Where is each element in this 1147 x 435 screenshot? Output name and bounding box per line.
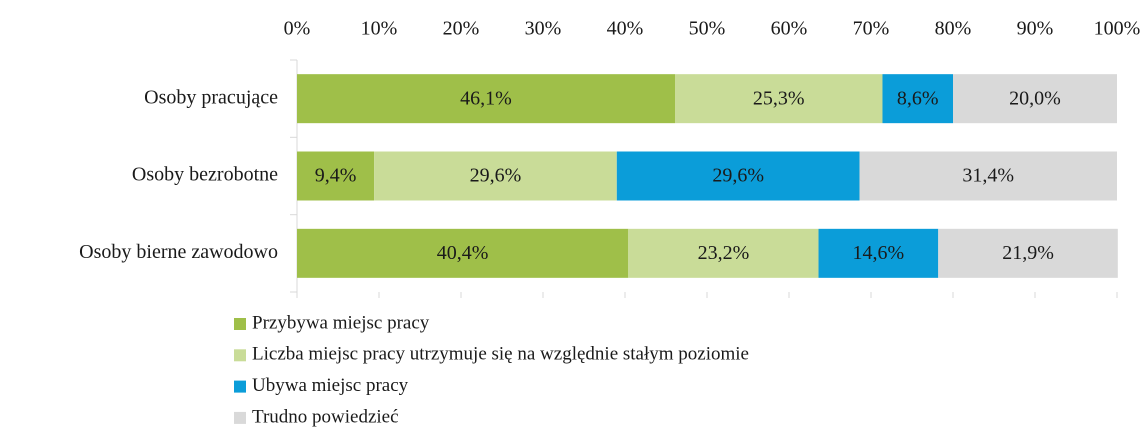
- value-label: 21,9%: [1002, 242, 1054, 264]
- legend-swatch: [234, 318, 246, 330]
- value-label: 46,1%: [460, 87, 512, 109]
- value-label: 25,3%: [753, 87, 805, 109]
- category-label: Osoby pracujące: [144, 86, 278, 108]
- bar-segment: [859, 151, 1117, 201]
- value-label: 8,6%: [897, 87, 939, 109]
- legend-swatch: [234, 411, 246, 424]
- x-tick-label: 20%: [443, 18, 480, 40]
- x-tick-label: 10%: [361, 18, 398, 40]
- value-label: 23,2%: [698, 242, 750, 264]
- value-label: 20,0%: [1009, 87, 1061, 109]
- legend-label: Liczba miejsc pracy utrzymuje się na wzg…: [252, 344, 749, 365]
- x-tick-label: 40%: [607, 18, 644, 40]
- x-tick-label: 70%: [853, 18, 890, 40]
- bar-segment: [297, 74, 676, 124]
- bar-segment: [938, 228, 1118, 278]
- x-tick-label: 60%: [771, 18, 808, 40]
- bar-segment: [297, 228, 629, 278]
- legend-label: Trudno powiedzieć: [252, 406, 399, 427]
- bar-segment: [675, 74, 883, 124]
- bar-segment: [616, 151, 860, 201]
- legend-label: Przybywa miejsc pracy: [252, 312, 430, 333]
- x-tick-label: 90%: [1017, 18, 1054, 40]
- category-label: Osoby bierne zawodowo: [79, 241, 278, 263]
- value-label: 29,6%: [470, 165, 522, 187]
- bar-segment: [882, 74, 953, 124]
- legend-swatch: [234, 349, 246, 362]
- value-label: 29,6%: [712, 165, 764, 187]
- bar-segment: [297, 151, 375, 201]
- category-label: Osoby bezrobotne: [132, 164, 278, 186]
- bar-segment: [953, 74, 1117, 124]
- x-tick-label: 50%: [689, 18, 726, 40]
- legend-label: Ubywa miejsc pracy: [252, 375, 409, 396]
- x-tick-label: 0%: [284, 18, 311, 40]
- x-tick-label: 100%: [1094, 18, 1141, 40]
- value-label: 14,6%: [853, 242, 905, 264]
- x-tick-label: 30%: [525, 18, 562, 40]
- value-label: 9,4%: [315, 165, 357, 187]
- bar-segment: [818, 228, 939, 278]
- bar-segment: [374, 151, 617, 201]
- x-tick-label: 80%: [935, 18, 972, 40]
- legend-swatch: [234, 380, 246, 393]
- bar-segment: [628, 228, 819, 278]
- value-label: 40,4%: [437, 242, 489, 264]
- value-label: 31,4%: [962, 165, 1014, 187]
